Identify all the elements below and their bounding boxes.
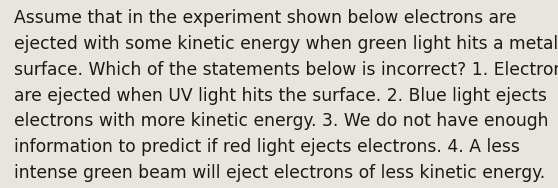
Text: Assume that in the experiment shown below electrons are
ejected with some kineti: Assume that in the experiment shown belo… (14, 9, 558, 182)
